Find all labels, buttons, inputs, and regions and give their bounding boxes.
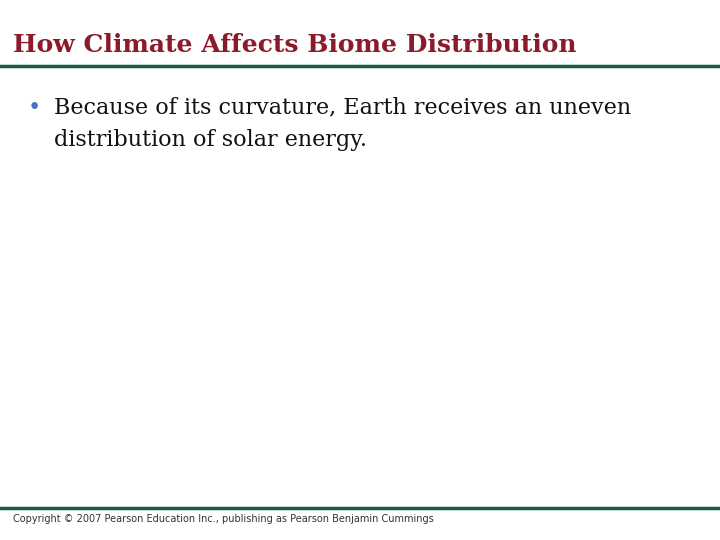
Text: distribution of solar energy.: distribution of solar energy. bbox=[54, 129, 367, 151]
Text: Copyright © 2007 Pearson Education Inc., publishing as Pearson Benjamin Cummings: Copyright © 2007 Pearson Education Inc.,… bbox=[13, 514, 433, 524]
Text: How Climate Affects Biome Distribution: How Climate Affects Biome Distribution bbox=[13, 33, 577, 57]
Text: •: • bbox=[27, 97, 40, 119]
Text: Because of its curvature, Earth receives an uneven: Because of its curvature, Earth receives… bbox=[54, 96, 631, 118]
